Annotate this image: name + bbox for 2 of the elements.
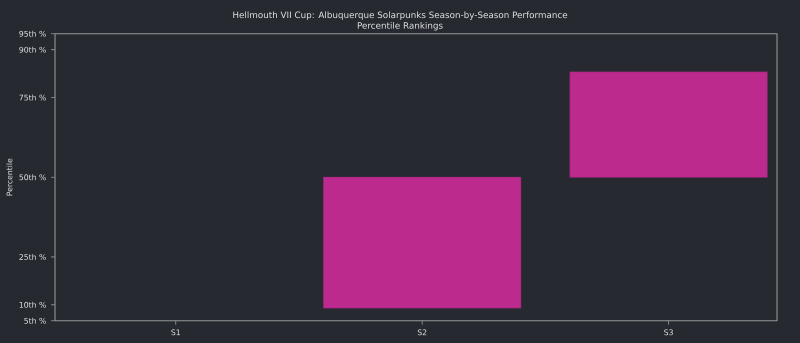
chart-subtitle: Percentile Rankings [358,22,443,30]
chart-title: Hellmouth VII Cup: Albuquerque Solarpunks Season-by-Season Performance [233,11,568,20]
